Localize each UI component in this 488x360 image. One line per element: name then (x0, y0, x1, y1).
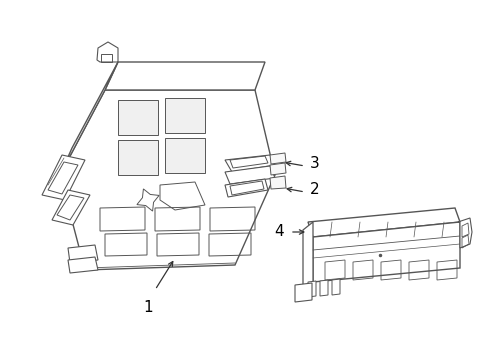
Polygon shape (52, 190, 90, 225)
Polygon shape (307, 281, 315, 297)
Polygon shape (60, 90, 274, 270)
Polygon shape (224, 179, 267, 197)
Polygon shape (68, 257, 98, 273)
Text: 4: 4 (274, 225, 284, 239)
Polygon shape (303, 222, 312, 290)
Polygon shape (68, 245, 98, 263)
Polygon shape (269, 176, 285, 189)
Polygon shape (224, 166, 274, 184)
Polygon shape (294, 283, 311, 302)
Polygon shape (118, 140, 158, 175)
Polygon shape (331, 279, 339, 295)
Polygon shape (224, 155, 274, 172)
Polygon shape (312, 222, 459, 282)
Text: 2: 2 (309, 181, 319, 197)
Polygon shape (105, 62, 264, 90)
Polygon shape (164, 98, 204, 133)
Polygon shape (269, 153, 285, 164)
Polygon shape (60, 62, 118, 175)
Polygon shape (164, 138, 204, 173)
Polygon shape (319, 280, 327, 296)
Polygon shape (118, 100, 158, 135)
Text: 1: 1 (143, 300, 153, 315)
Polygon shape (42, 155, 85, 200)
Polygon shape (269, 163, 285, 175)
Polygon shape (457, 218, 471, 248)
Text: 3: 3 (309, 156, 319, 171)
Polygon shape (307, 208, 459, 237)
